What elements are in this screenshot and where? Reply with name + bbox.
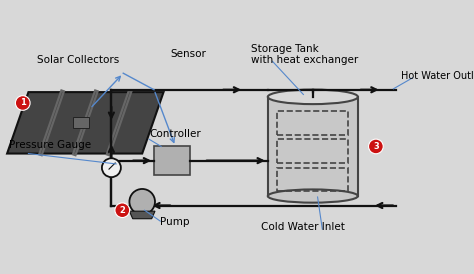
Text: Hot Water Outlet: Hot Water Outlet [401,71,474,81]
Bar [277,139,348,163]
Text: Solar Collectors: Solar Collectors [37,55,119,65]
Bar [277,168,348,191]
Polygon shape [129,211,155,219]
Ellipse shape [268,189,358,203]
Ellipse shape [268,90,358,104]
Circle shape [15,96,30,110]
Text: Storage Tank
with heat exchanger: Storage Tank with heat exchanger [251,44,358,65]
Polygon shape [7,92,164,153]
Text: 2: 2 [119,206,125,215]
Circle shape [102,158,121,177]
Text: 3: 3 [373,142,379,151]
Text: Cold Water Inlet: Cold Water Inlet [262,222,345,232]
Text: Sensor: Sensor [171,49,207,59]
Text: 1: 1 [20,98,26,107]
Circle shape [115,203,130,218]
Circle shape [369,139,383,154]
Circle shape [129,189,155,215]
Text: Controller: Controller [149,129,201,139]
Text: Pressure Gauge: Pressure Gauge [9,140,91,150]
Bar [277,111,348,135]
Text: Pump: Pump [160,217,190,227]
Polygon shape [268,97,358,196]
Bar [73,117,89,128]
Bar [154,146,190,175]
